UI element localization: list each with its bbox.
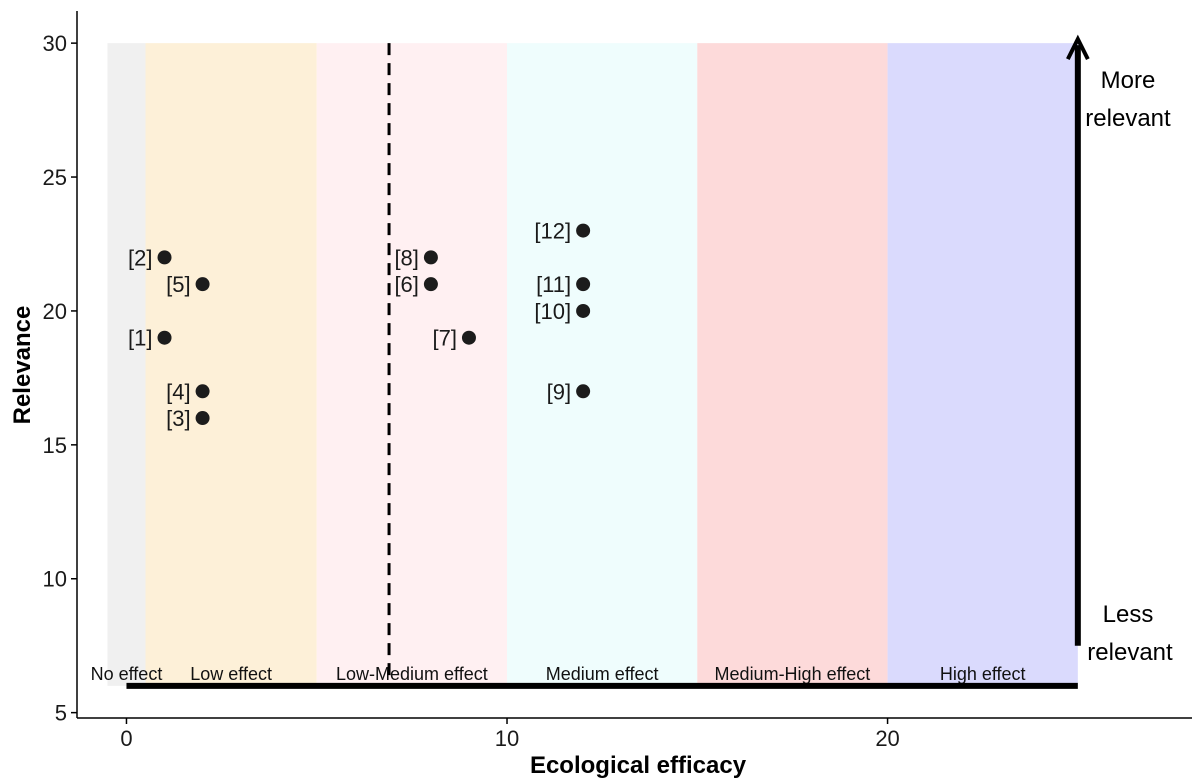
y-tick-label: 30: [43, 31, 67, 56]
band-label-no-effect: No effect: [91, 664, 163, 684]
point-label-11: [11]: [536, 272, 571, 297]
x-axis-ticks: 0 10 20: [120, 718, 899, 751]
y-tick-label: 10: [43, 567, 67, 592]
band-low-effect: [145, 43, 316, 686]
x-tick-label: 20: [875, 726, 899, 751]
data-point-6: [424, 277, 438, 291]
point-label-6: [6]: [394, 272, 418, 297]
data-point-7: [462, 331, 476, 345]
band-label-medium-effect: Medium effect: [546, 664, 659, 684]
point-label-12: [12]: [534, 219, 571, 244]
point-label-5: [5]: [166, 272, 190, 297]
point-label-3: [3]: [166, 406, 190, 431]
band-label-low-medium-effect: Low-Medium effect: [336, 664, 488, 684]
point-label-9: [9]: [547, 379, 571, 404]
point-label-10: [10]: [534, 299, 571, 324]
band-low-medium-effect: [317, 43, 507, 686]
x-axis-title: Ecological efficacy: [530, 752, 747, 779]
annotation-less-relevant-line2: relevant: [1087, 639, 1173, 666]
x-tick-label: 10: [495, 726, 519, 751]
data-point-12: [576, 224, 590, 238]
data-point-11: [576, 277, 590, 291]
data-point-4: [196, 384, 210, 398]
point-label-4: [4]: [166, 379, 190, 404]
x-tick-label: 0: [120, 726, 132, 751]
point-label-1: [1]: [128, 326, 152, 351]
data-point-10: [576, 304, 590, 318]
y-tick-label: 15: [43, 433, 67, 458]
band-label-high-effect: High effect: [940, 664, 1026, 684]
annotation-more: More: [1101, 67, 1156, 94]
point-label-7: [7]: [432, 326, 456, 351]
data-point-1: [158, 331, 172, 345]
point-label-8: [8]: [394, 245, 418, 270]
band-high-effect: [888, 43, 1078, 686]
y-tick-label: 5: [55, 701, 67, 726]
annotation-less-relevant: Less relevant: [1087, 601, 1173, 666]
effect-bands: [107, 43, 1077, 686]
data-point-5: [196, 277, 210, 291]
annotation-more-relevant: More relevant: [1085, 67, 1171, 132]
y-axis-title: Relevance: [9, 306, 36, 425]
y-axis-ticks: 5 10 15 20 25 30: [43, 31, 77, 726]
band-no-effect: [107, 43, 145, 686]
data-point-8: [424, 250, 438, 264]
band-label-medium-high-effect: Medium-High effect: [715, 664, 871, 684]
band-medium-high-effect: [697, 43, 887, 686]
y-tick-label: 20: [43, 299, 67, 324]
band-label-low-effect: Low effect: [190, 664, 272, 684]
annotation-less: Less: [1103, 601, 1154, 628]
y-tick-label: 25: [43, 165, 67, 190]
annotation-more-relevant-line2: relevant: [1085, 105, 1171, 132]
data-point-3: [196, 411, 210, 425]
band-medium-effect: [507, 43, 697, 686]
data-point-9: [576, 384, 590, 398]
point-label-2: [2]: [128, 245, 152, 270]
data-point-2: [158, 250, 172, 264]
